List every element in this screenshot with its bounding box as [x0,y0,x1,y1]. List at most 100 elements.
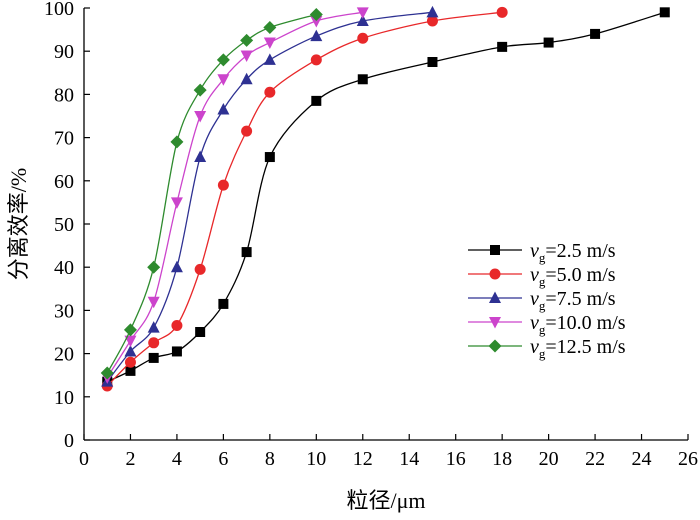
x-tick-label: 24 [632,448,652,470]
y-tick-label: 30 [54,300,74,322]
data-point [148,352,159,363]
data-point [171,320,183,332]
data-point [193,83,207,97]
x-tick-label: 14 [399,448,419,470]
y-axis-title: 分离效率/% [6,168,31,280]
legend-symbol: v [530,312,539,334]
x-tick-label: 4 [172,448,182,470]
series-line [106,11,363,378]
data-point [147,296,160,309]
data-point [147,321,160,333]
data-point [590,28,601,39]
x-tick-label: 22 [585,448,605,470]
series-3 [101,5,439,387]
data-point [217,103,230,115]
data-point [310,29,323,42]
legend-label: vg=2.5 m/s [530,240,616,265]
data-point [194,111,207,123]
data-point [241,125,253,137]
x-tick-label: 26 [678,448,698,470]
y-ticks: 0 10 20 30 40 50 60 70 80 90 100 [44,0,90,452]
data-point [100,366,114,380]
series-line [106,13,317,374]
data-point [357,32,369,44]
x-tick-label: 10 [306,448,326,470]
data-point [170,260,183,273]
data-point [240,33,254,47]
y-tick-label: 60 [54,171,74,193]
data-point [124,335,137,348]
legend-subscript: g [539,322,546,337]
y-tick-label: 70 [54,128,74,150]
x-axis-title: 粒径/μm [346,488,425,513]
series-4 [101,7,369,384]
series-layer [100,5,670,392]
legend-value: =5.0 m/s [545,264,615,286]
data-point [124,356,136,368]
legend-value: =12.5 m/s [545,336,625,358]
x-ticks: 0 2 4 6 8 10 12 14 16 18 20 22 24 26 [79,434,698,470]
data-point [123,323,137,337]
data-point [357,74,368,85]
x-tick-label: 6 [218,448,228,470]
data-point [148,337,160,349]
data-point [125,365,136,376]
legend-item: vg=2.5 m/s [468,240,616,265]
legend-symbol: v [530,240,539,262]
legend-value: =7.5 m/s [545,288,615,310]
data-point [356,14,369,26]
legend-subscript: g [539,274,546,289]
data-point [311,95,322,106]
legend-marker [490,245,500,255]
data-point [216,53,230,67]
data-point [309,7,323,21]
legend-item: vg=12.5 m/s [468,336,626,361]
x-tick-label: 0 [79,448,89,470]
legend-subscript: g [539,346,546,361]
legend-label: vg=12.5 m/s [530,336,626,361]
legend-item: vg=5.0 m/s [468,264,616,289]
legend-value: =2.5 m/s [545,240,615,262]
data-point [170,197,183,209]
legend-value: =10.0 m/s [545,312,625,334]
x-tick-label: 12 [353,448,373,470]
legend-marker [489,291,501,303]
y-tick-label: 80 [54,84,74,106]
legend-label: vg=5.0 m/s [530,264,616,289]
x-tick-label: 2 [125,448,135,470]
data-point [310,15,323,28]
data-point [147,260,161,274]
data-point [217,74,230,86]
data-point [263,20,277,34]
data-point [310,54,322,66]
legend-marker [489,268,501,280]
data-point [263,53,276,65]
data-point [356,7,369,19]
y-tick-label: 100 [44,0,74,20]
data-point [124,344,137,357]
data-point [263,37,276,50]
legend-symbol: v [530,336,539,358]
legend: vg=2.5 m/svg=5.0 m/svg=7.5 m/svg=10.0 m/… [468,240,626,361]
data-point [543,37,554,48]
legend-subscript: g [539,250,546,265]
data-point [241,247,252,258]
legend-label: vg=10.0 m/s [530,312,626,337]
data-point [171,346,182,357]
data-point [264,152,275,163]
legend-label: vg=7.5 m/s [530,288,616,313]
legend-symbol: v [530,264,539,286]
data-point [426,15,438,27]
legend-subscript: g [539,298,546,313]
legend-marker [489,317,501,329]
data-point [194,150,207,163]
legend-marker [488,339,502,353]
data-point [264,86,276,98]
axes: 0 2 4 6 8 10 12 14 16 18 20 22 24 26 0102030405060708… [44,0,698,470]
legend-item: vg=10.0 m/s [468,312,626,337]
data-point [218,298,229,309]
data-point [659,7,670,18]
y-tick-label: 90 [54,41,74,63]
data-point [426,5,439,18]
